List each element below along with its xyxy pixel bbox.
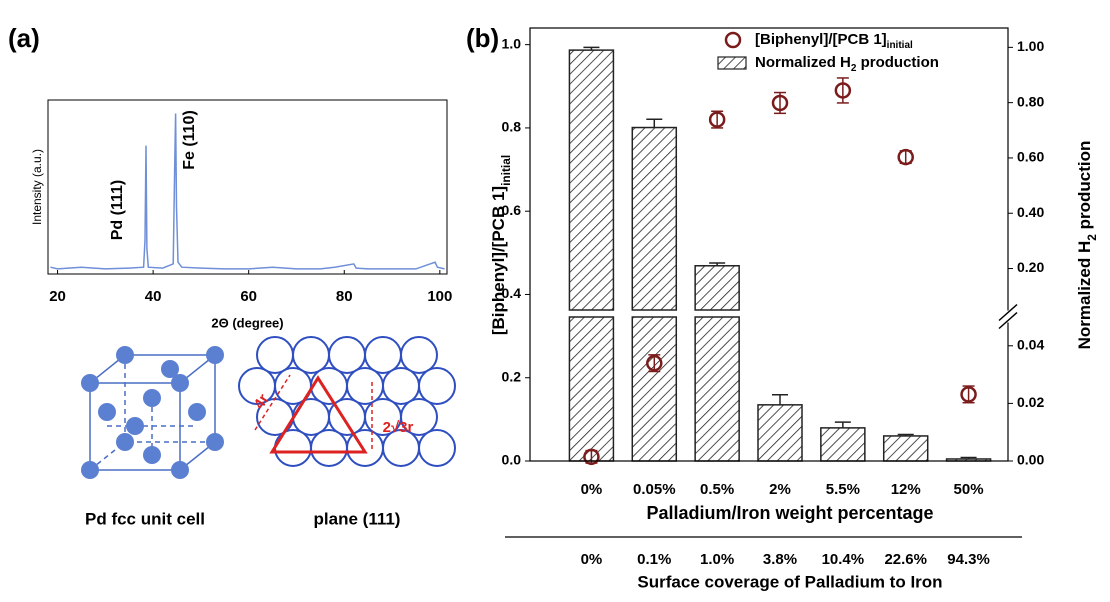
panel-label: (b) [466, 23, 499, 53]
annotation: Pd (111) [109, 180, 126, 240]
plot-frame [48, 100, 447, 274]
y2-tick-label: 0.40 [1017, 204, 1044, 220]
x-axis-label: Palladium/Iron weight percentage [646, 503, 933, 523]
annotation: Fe (110) [181, 110, 198, 170]
bar [632, 317, 676, 461]
x2-tick-label: 0.1% [637, 551, 671, 568]
legend-label: Normalized H2 production [755, 54, 939, 74]
x2-axis-label: Surface coverage of Palladium to Iron [637, 572, 942, 591]
diagram-caption: Pd fcc unit cell [85, 509, 205, 528]
x2-tick-label: 3.8% [763, 551, 797, 568]
bar [884, 436, 928, 461]
bar [695, 317, 739, 461]
x-axis-label: 2Θ (degree) [211, 315, 283, 330]
bar [569, 317, 613, 461]
x-tick-label: 80 [336, 288, 353, 305]
y2-tick-label: 0.00 [1017, 452, 1044, 468]
y-tick-label: 1.0 [502, 35, 522, 51]
x-tick-label: 0.5% [700, 481, 734, 498]
x-tick-label: 50% [954, 481, 984, 498]
y2-tick-label: 0.60 [1017, 149, 1044, 165]
y2-tick-label: 0.02 [1017, 394, 1044, 410]
x-tick-label: 100 [427, 288, 452, 305]
y-axis-label: Intensity (a.u.) [30, 149, 44, 225]
x2-tick-label: 10.4% [822, 551, 865, 568]
legend-label-part: [Biphenyl]/[PCB 1] [755, 31, 887, 48]
x-tick-label: 40 [145, 288, 162, 305]
legend-marker [726, 33, 740, 47]
y2-tick-label: 0.04 [1017, 337, 1044, 353]
y2-tick-label: 0.20 [1017, 259, 1044, 275]
y-axis-label: [Biphenyl]/[PCB 1]initial [489, 155, 513, 335]
x-tick-label: 0.05% [633, 481, 676, 498]
x-tick-label: 60 [240, 288, 257, 305]
x2-tick-label: 0% [581, 551, 603, 568]
legend-label: [Biphenyl]/[PCB 1]initial [755, 31, 913, 51]
y-tick-label: 0.8 [502, 119, 522, 135]
bar [632, 128, 676, 310]
y-axis-label-part: [Biphenyl]/[PCB 1] [489, 186, 508, 335]
y2-axis-label: Normalized H2 production [1075, 141, 1099, 350]
figure: (a) (b) Pd fcc unit cell 4r 2√3r plane (… [0, 0, 1110, 597]
y2-tick-label: 1.00 [1017, 38, 1044, 54]
x-tick-label: 0% [581, 481, 603, 498]
y-tick-label: 0.2 [502, 368, 522, 384]
y2-tick-label: 0.80 [1017, 93, 1044, 109]
x-tick-label: 20 [49, 288, 66, 305]
diagram-label: 2√3r [383, 419, 414, 436]
x2-tick-label: 1.0% [700, 551, 734, 568]
legend-label-part: initial [887, 40, 913, 51]
y-axis-label-part: initial [499, 155, 513, 186]
legend-label-part: production [856, 54, 939, 71]
bar [695, 266, 739, 310]
unit-cell-diagram [81, 346, 224, 479]
y-tick-label: 0.0 [502, 452, 522, 468]
y2-axis-label-part: production [1075, 141, 1094, 234]
legend-label-part: Normalized H [755, 54, 851, 71]
x-tick-label: 12% [891, 481, 921, 498]
y2-axis-label-part: Normalized H [1075, 241, 1094, 350]
bar [758, 405, 802, 461]
legend-marker [718, 57, 746, 69]
x2-tick-label: 94.3% [947, 551, 990, 568]
x-tick-label: 2% [769, 481, 791, 498]
x-tick-label: 5.5% [826, 481, 860, 498]
bar [821, 428, 865, 461]
diagram-caption: plane (111) [314, 509, 401, 528]
bar [569, 50, 613, 310]
panel-label: (a) [8, 23, 40, 53]
x2-tick-label: 22.6% [884, 551, 927, 568]
